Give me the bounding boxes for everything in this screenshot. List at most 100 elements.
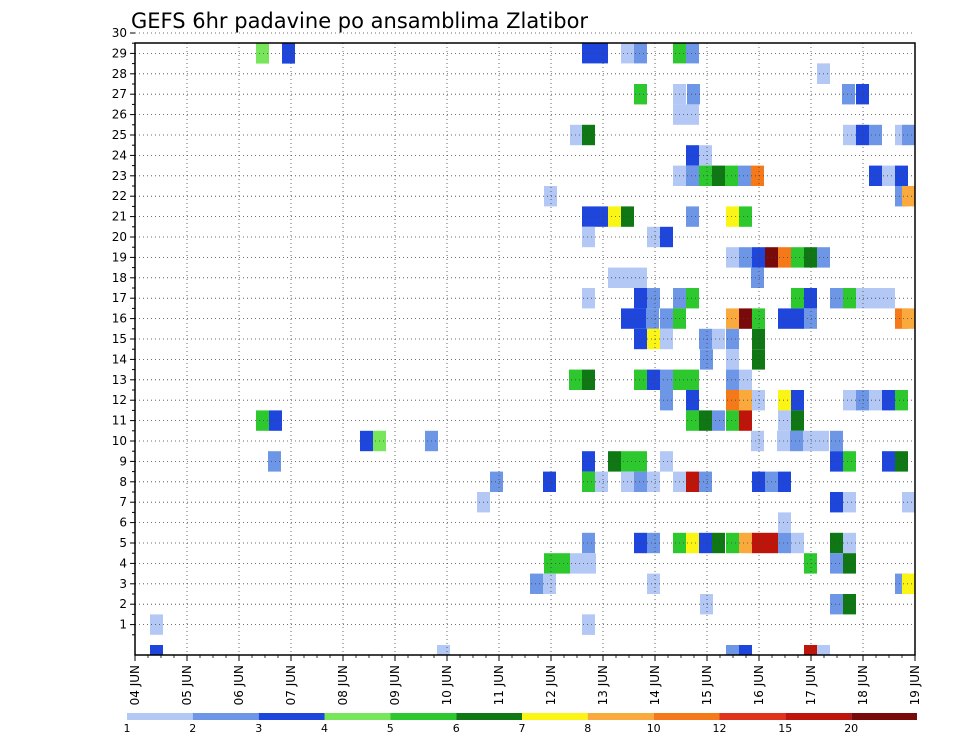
y-tick-label: 5	[119, 536, 127, 550]
legend-label: 7	[519, 722, 526, 735]
legend-label: 8	[584, 722, 591, 735]
heatmap-cell	[830, 532, 843, 554]
heatmap-cell	[895, 451, 908, 472]
heatmap-cell	[437, 645, 450, 655]
heatmap-cell	[582, 124, 595, 146]
heatmap-cell	[150, 614, 163, 635]
heatmap-cell	[686, 206, 699, 227]
heatmap-cell	[660, 226, 673, 248]
heatmap-cell	[582, 614, 595, 635]
heatmap-cell	[830, 451, 843, 472]
x-tick-label: 10 JUN	[440, 665, 454, 705]
heatmap-cell	[778, 512, 791, 533]
y-tick-label: 18	[112, 271, 127, 285]
heatmap-cell	[752, 471, 765, 492]
x-tick-label: 16 JUN	[752, 665, 766, 705]
y-tick-label: 2	[119, 597, 127, 611]
heatmap-cell	[739, 390, 752, 411]
heatmap-cell	[830, 553, 843, 574]
heatmap-cell	[256, 410, 269, 431]
heatmap-cell	[790, 430, 803, 452]
cells-layer	[150, 43, 915, 655]
heatmap-cell	[608, 451, 621, 472]
heatmap-cell	[686, 410, 699, 431]
heatmap-cell	[726, 349, 739, 370]
heatmap-cell	[595, 43, 608, 64]
y-tick-label: 1	[119, 618, 127, 632]
legend-label: 20	[844, 722, 858, 735]
heatmap-cell	[699, 410, 712, 431]
heatmap-cell	[804, 308, 817, 329]
x-tick-label: 14 JUN	[648, 665, 662, 705]
heatmap-cell	[739, 247, 752, 268]
y-tick-label: 23	[112, 169, 127, 183]
heatmap-cell	[544, 553, 557, 574]
heatmap-cell	[699, 328, 712, 350]
heatmap-cell	[699, 145, 712, 166]
legend-swatch	[456, 713, 522, 720]
heatmap-cell	[843, 553, 856, 574]
heatmap-cell	[699, 532, 712, 554]
heatmap-cell	[856, 390, 869, 411]
heatmap-cell	[726, 390, 739, 411]
heatmap-cell	[882, 451, 895, 472]
heatmap-cell	[686, 471, 699, 492]
heatmap-cell	[582, 451, 595, 472]
y-tick-label: 10	[112, 434, 127, 448]
heatmap-cell	[751, 430, 764, 452]
x-tick-label: 08 JUN	[336, 665, 350, 705]
heatmap-cell	[712, 165, 725, 186]
heatmap-cell	[360, 430, 373, 452]
heatmap-cell	[660, 390, 673, 411]
heatmap-cell	[752, 247, 765, 268]
y-tick-label: 12	[112, 393, 127, 407]
x-tick-label: 19 JUN	[908, 665, 922, 705]
heatmap-cell	[804, 645, 817, 655]
heatmap-cell	[582, 43, 595, 64]
heatmap-cell	[726, 308, 739, 329]
heatmap-cell	[583, 553, 596, 574]
heatmap-cell	[902, 186, 915, 207]
legend-label: 6	[453, 722, 460, 735]
heatmap-cell	[752, 308, 765, 329]
heatmap-cell	[791, 390, 804, 411]
heatmap-cell	[830, 594, 843, 615]
heatmap-cell	[544, 186, 557, 207]
y-tick-label: 13	[112, 373, 127, 387]
heatmap-cell	[712, 328, 725, 350]
x-tick-label: 12 JUN	[544, 665, 558, 705]
heatmap-cell	[660, 328, 673, 350]
heatmap-cell	[778, 247, 791, 268]
heatmap-cell	[686, 390, 699, 411]
legend-swatch	[192, 713, 259, 720]
heatmap-cell	[751, 267, 764, 288]
y-tick-label: 19	[112, 250, 127, 264]
heatmap-cell	[843, 288, 856, 309]
heatmap-cell	[842, 84, 855, 105]
heatmap-cell	[843, 594, 856, 615]
legend-swatch	[522, 713, 588, 720]
heatmap-cell	[647, 288, 660, 309]
heatmap-cell	[726, 247, 739, 268]
heatmap-cell	[490, 471, 503, 492]
heatmap-cell	[739, 206, 752, 227]
legend-label: 1	[124, 722, 131, 735]
legend-label: 5	[387, 722, 394, 735]
heatmap-cell	[647, 226, 660, 248]
heatmap-cell	[647, 573, 660, 594]
heatmap-cell	[843, 451, 856, 472]
heatmap-cell	[856, 124, 869, 146]
heatmap-cell	[660, 308, 673, 329]
y-tick-label: 30	[112, 26, 127, 40]
heatmap-cell	[570, 553, 583, 574]
x-tick-label: 05 JUN	[180, 665, 194, 705]
y-tick-label: 14	[112, 352, 127, 366]
legend-label: 15	[778, 722, 792, 735]
heatmap-cell	[686, 532, 699, 554]
x-tick-label: 17 JUN	[804, 665, 818, 705]
heatmap-cell	[726, 206, 739, 227]
y-tick-label: 9	[119, 454, 127, 468]
legend-swatch	[851, 713, 917, 720]
x-tick-label: 07 JUN	[284, 665, 298, 705]
